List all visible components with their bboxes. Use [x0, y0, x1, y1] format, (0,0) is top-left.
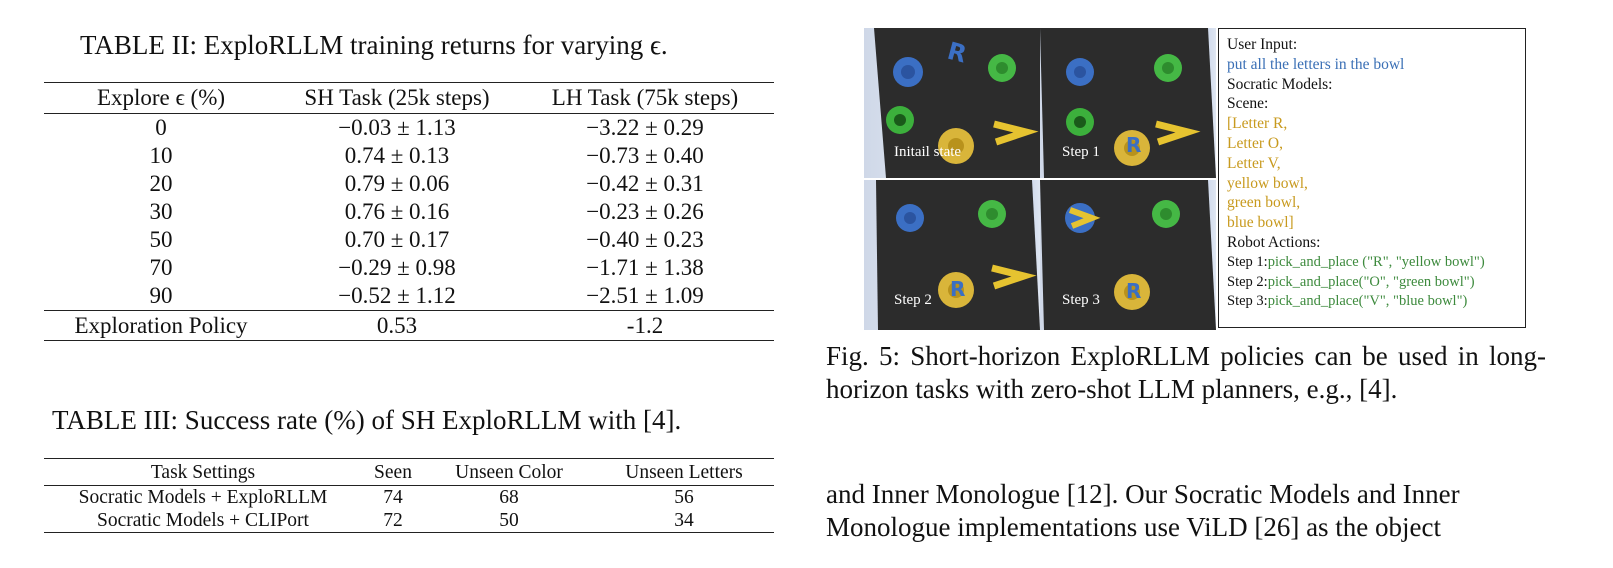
scene-render: R — [874, 28, 1040, 178]
scene-item: [Letter R, — [1227, 115, 1288, 133]
user-input-label: User Input: — [1227, 36, 1298, 53]
table2-caption: TABLE II: ExploRLLM training returns for… — [80, 30, 668, 60]
table3-header-cell: Seen — [362, 458, 424, 486]
table2-row: 30 0.76 ± 0.16 −0.23 ± 0.26 — [44, 198, 774, 226]
scene-image-step2: R Step 2 — [864, 180, 1040, 330]
action-step: Step 1: — [1227, 253, 1268, 270]
table3-header-row: Task Settings Seen Unseen Color Unseen L… — [44, 458, 774, 486]
user-input-text: put all the letters in the bowl — [1227, 55, 1405, 73]
scene-label: Scene: — [1227, 95, 1269, 113]
svg-text:R: R — [950, 277, 965, 301]
action-step: Step 2: — [1227, 273, 1268, 290]
table2-cell: −0.29 ± 0.98 — [338, 255, 456, 280]
table2-cell: 20 — [149, 171, 173, 196]
table2-footer-cell: -1.2 — [516, 310, 774, 341]
step-label-1: Step 1 — [1062, 144, 1100, 160]
table3-cell: 50 — [424, 509, 594, 533]
robot-action: Step 2:pick_and_place("O", "green bowl") — [1227, 273, 1525, 293]
robot-action: Step 3:pick_and_place("V", "blue bowl") — [1227, 292, 1525, 312]
table2-cell: −0.23 ± 0.26 — [586, 199, 704, 224]
table2: Explore ϵ (%) SH Task (25k steps) LH Tas… — [44, 82, 774, 341]
scene-item: green bowl, — [1227, 194, 1301, 212]
action-call: pick_and_place ("R", "yellow bowl") — [1267, 253, 1485, 270]
step-label-initial: Initail state — [894, 144, 962, 160]
table2-cell: 0 — [155, 115, 167, 140]
table3-row: Socratic Models + ExploRLLM 74 68 56 — [44, 486, 774, 510]
table3-cell: 56 — [674, 487, 694, 508]
svg-text:R: R — [1126, 133, 1141, 157]
figure-5: R Initail state R Step 1 — [864, 28, 1528, 330]
step-label-3: Step 3 — [1062, 292, 1100, 308]
table2-footer-cell: Exploration Policy — [44, 310, 278, 341]
table2-cell: 0.70 ± 0.17 — [344, 227, 450, 252]
table2-cell: 0.76 ± 0.16 — [344, 199, 450, 224]
table2-cell: 50 — [149, 227, 173, 252]
table2-cell: 0.74 ± 0.13 — [344, 143, 450, 168]
body-line: Monologue implementations use ViLD [26] … — [826, 512, 1442, 542]
table2-footer-row: Exploration Policy 0.53 -1.2 — [44, 310, 774, 341]
table3-caption: TABLE III: Success rate (%) of SH ExploR… — [52, 405, 682, 435]
table3-header-cell: Unseen Color — [424, 458, 594, 486]
socratic-models-label: Socratic Models: — [1227, 75, 1333, 93]
table2-row: 90 −0.52 ± 1.12 −2.51 ± 1.09 — [44, 282, 774, 311]
svg-text:R: R — [1126, 279, 1141, 303]
robot-action: Step 1:pick_and_place ("R", "yellow bowl… — [1227, 253, 1525, 273]
table2-cell: −0.40 ± 0.23 — [586, 227, 704, 252]
scene-image-initial: R Initail state — [864, 28, 1040, 178]
table2-row: 20 0.79 ± 0.06 −0.42 ± 0.31 — [44, 170, 774, 198]
table2-cell: −3.22 ± 0.29 — [586, 115, 704, 140]
action-call: pick_and_place("V", "blue bowl") — [1267, 293, 1468, 310]
table2-cell: −2.51 ± 1.09 — [586, 283, 704, 308]
table2-row: 70 −0.29 ± 0.98 −1.71 ± 1.38 — [44, 254, 774, 282]
table2-cell: −0.42 ± 0.31 — [586, 171, 704, 196]
scene-image-grid: R Initail state R Step 1 — [864, 28, 1216, 330]
action-call: pick_and_place("O", "green bowl") — [1267, 273, 1475, 290]
step-label-2: Step 2 — [894, 292, 932, 308]
table2-footer-cell: 0.53 — [278, 310, 516, 341]
table2-row: 10 0.74 ± 0.13 −0.73 ± 0.40 — [44, 142, 774, 170]
table3-header-cell: Unseen Letters — [594, 458, 774, 486]
table2-header-cell: Explore ϵ (%) — [44, 82, 278, 114]
table3-cell: Socratic Models + CLIPort — [44, 509, 362, 533]
scene-item: Letter O, — [1227, 134, 1283, 152]
scene-render: R — [876, 180, 1040, 330]
table2-header-cell: LH Task (75k steps) — [516, 82, 774, 114]
table3-cell: 72 — [362, 509, 424, 533]
scene-item: yellow bowl, — [1227, 174, 1308, 192]
scene-image-step1: R Step 1 — [1040, 28, 1216, 178]
scene-render: R — [1040, 28, 1216, 178]
table2-row: 50 0.70 ± 0.17 −0.40 ± 0.23 — [44, 226, 774, 254]
table3-cell: 34 — [594, 509, 774, 533]
scene-image-step3: R Step 3 — [1040, 180, 1216, 330]
scene-render: R — [1040, 180, 1216, 330]
table3-header-cell: Task Settings — [44, 458, 362, 486]
robot-actions-label: Robot Actions: — [1227, 233, 1321, 251]
table2-cell: 0.79 ± 0.06 — [344, 171, 450, 196]
figure-caption: Fig. 5: Short-horizon ExploRLLM policies… — [826, 341, 1546, 404]
table2-cell: 70 — [149, 255, 173, 280]
table2-cell: 10 — [149, 143, 173, 168]
table3-row: Socratic Models + CLIPort 72 50 34 — [44, 509, 774, 533]
table2-cell: 30 — [149, 199, 173, 224]
scene-item: Letter V, — [1227, 154, 1281, 172]
action-step: Step 3: — [1227, 293, 1268, 310]
table3-cell: Socratic Models + ExploRLLM — [78, 487, 328, 508]
body-line: and Inner Monologue [12]. Our Socratic M… — [826, 479, 1460, 509]
table2-header-cell: SH Task (25k steps) — [278, 82, 516, 114]
body-paragraph: and Inner Monologue [12]. Our Socratic M… — [826, 478, 1546, 544]
table2-header-row: Explore ϵ (%) SH Task (25k steps) LH Tas… — [44, 82, 774, 114]
table2-cell: −0.52 ± 1.12 — [338, 283, 456, 308]
table2-row: 0 −0.03 ± 1.13 −3.22 ± 0.29 — [44, 114, 774, 143]
table3-cell: 74 — [383, 487, 403, 508]
table3-cell: 68 — [499, 487, 519, 508]
table2-cell: −0.73 ± 0.40 — [586, 143, 704, 168]
socratic-text-panel: User Input: put all the letters in the b… — [1218, 28, 1526, 328]
table2-cell: −1.71 ± 1.38 — [586, 255, 704, 280]
table2-cell: 90 — [149, 283, 173, 308]
scene-item: blue bowl] — [1227, 214, 1294, 232]
table2-cell: −0.03 ± 1.13 — [338, 115, 456, 140]
table3: Task Settings Seen Unseen Color Unseen L… — [44, 458, 774, 533]
